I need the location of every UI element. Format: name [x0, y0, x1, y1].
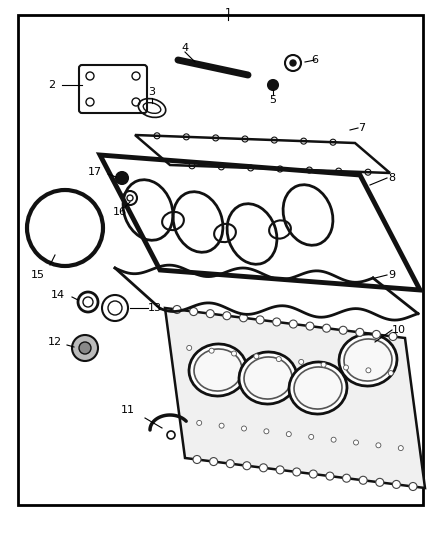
- Circle shape: [190, 308, 198, 316]
- Circle shape: [409, 482, 417, 490]
- Text: 4: 4: [181, 43, 189, 53]
- Circle shape: [293, 468, 301, 476]
- Circle shape: [372, 330, 380, 338]
- Circle shape: [276, 466, 284, 474]
- Text: 2: 2: [49, 80, 56, 90]
- Circle shape: [309, 434, 314, 439]
- Circle shape: [309, 470, 317, 478]
- Polygon shape: [165, 308, 425, 488]
- Text: 5: 5: [269, 95, 276, 105]
- Circle shape: [232, 351, 237, 356]
- Circle shape: [322, 324, 331, 332]
- Circle shape: [290, 60, 296, 66]
- Circle shape: [389, 333, 397, 341]
- Ellipse shape: [244, 357, 292, 399]
- Circle shape: [321, 362, 326, 367]
- Circle shape: [286, 432, 291, 437]
- Circle shape: [359, 477, 367, 484]
- Circle shape: [343, 474, 350, 482]
- Ellipse shape: [294, 367, 342, 409]
- Text: 17: 17: [88, 167, 102, 177]
- Ellipse shape: [239, 352, 297, 404]
- Circle shape: [306, 322, 314, 330]
- Text: 3: 3: [148, 87, 155, 97]
- Circle shape: [398, 446, 403, 450]
- Text: 13: 13: [148, 303, 162, 313]
- Circle shape: [116, 172, 128, 184]
- Circle shape: [259, 464, 268, 472]
- Circle shape: [226, 459, 234, 467]
- Circle shape: [173, 305, 181, 313]
- Text: 15: 15: [31, 270, 45, 280]
- Circle shape: [187, 345, 192, 350]
- Text: 11: 11: [121, 405, 135, 415]
- Circle shape: [254, 354, 259, 359]
- Ellipse shape: [189, 344, 247, 396]
- Circle shape: [243, 462, 251, 470]
- Text: 7: 7: [358, 123, 365, 133]
- Text: 1: 1: [225, 8, 232, 18]
- Circle shape: [193, 456, 201, 464]
- Text: 10: 10: [392, 325, 406, 335]
- Text: 8: 8: [388, 173, 395, 183]
- Ellipse shape: [339, 334, 397, 386]
- Circle shape: [276, 357, 281, 361]
- Circle shape: [353, 440, 358, 445]
- Circle shape: [264, 429, 269, 434]
- Circle shape: [392, 480, 400, 488]
- Circle shape: [326, 472, 334, 480]
- Text: 14: 14: [51, 290, 65, 300]
- Circle shape: [241, 426, 247, 431]
- Circle shape: [389, 370, 393, 376]
- Circle shape: [331, 437, 336, 442]
- Circle shape: [197, 421, 202, 425]
- Circle shape: [72, 335, 98, 361]
- Circle shape: [219, 423, 224, 428]
- Circle shape: [376, 443, 381, 448]
- Ellipse shape: [289, 362, 347, 414]
- Text: 6: 6: [311, 55, 318, 65]
- Circle shape: [376, 478, 384, 486]
- Circle shape: [209, 348, 214, 353]
- Circle shape: [339, 326, 347, 334]
- Text: 12: 12: [48, 337, 62, 347]
- Circle shape: [290, 320, 297, 328]
- Ellipse shape: [194, 349, 242, 391]
- Circle shape: [299, 359, 304, 365]
- Circle shape: [356, 328, 364, 336]
- Circle shape: [206, 310, 214, 318]
- Circle shape: [79, 342, 91, 354]
- Text: 9: 9: [388, 270, 395, 280]
- Circle shape: [210, 457, 218, 466]
- Circle shape: [256, 316, 264, 324]
- Circle shape: [240, 314, 247, 322]
- Circle shape: [343, 365, 349, 370]
- Ellipse shape: [344, 339, 392, 381]
- Text: 16: 16: [113, 207, 127, 217]
- Circle shape: [268, 80, 278, 90]
- Circle shape: [273, 318, 281, 326]
- Circle shape: [223, 312, 231, 320]
- Circle shape: [366, 368, 371, 373]
